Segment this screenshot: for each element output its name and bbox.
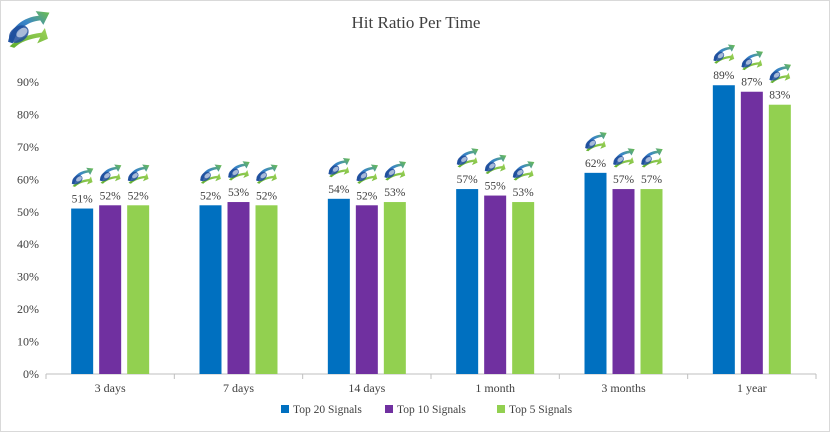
y-tick-label: 80%: [17, 107, 39, 121]
x-tick-label: 1 year: [737, 381, 767, 395]
data-label: 62%: [585, 158, 607, 170]
logo-icon: [70, 167, 94, 187]
data-label: 57%: [613, 174, 635, 186]
logo-icon: [712, 44, 736, 64]
logo-icon: [5, 11, 50, 48]
legend-label: Top 20 Signals: [293, 404, 362, 416]
bar: [127, 205, 150, 374]
bar: [355, 205, 378, 374]
logo-icon: [383, 161, 407, 181]
y-tick-label: 30%: [17, 270, 39, 284]
bar: [512, 202, 535, 374]
bars: [71, 85, 791, 374]
data-label: 54%: [328, 184, 350, 196]
logo-icon: [455, 148, 479, 168]
chart-title: Hit Ratio Per Time: [352, 13, 481, 32]
bar: [71, 208, 94, 374]
bar: [640, 189, 663, 374]
y-tick-label: 40%: [17, 237, 39, 251]
bar: [740, 91, 763, 374]
y-tick-label: 60%: [17, 172, 39, 186]
logo-icon: [639, 148, 663, 168]
legend-label: Top 10 Signals: [397, 404, 466, 416]
x-axis-ticks: [45, 374, 817, 379]
logo-icon: [483, 154, 507, 174]
data-label: 83%: [769, 90, 791, 102]
bar-logos: [70, 44, 792, 187]
bar: [612, 189, 635, 374]
x-axis-labels: 3 days 7 days 14 days 1 month 3 months 1 year: [95, 381, 767, 395]
y-tick-label: 70%: [17, 140, 39, 154]
logo-icon: [355, 164, 379, 184]
bar: [255, 205, 278, 374]
bar: [227, 202, 250, 374]
logo-icon: [126, 164, 150, 184]
data-label: 52%: [100, 190, 122, 202]
data-label: 53%: [384, 187, 406, 199]
logo-icon: [511, 161, 535, 181]
logo-icon: [98, 164, 122, 184]
bar: [99, 205, 122, 374]
x-tick-label: 7 days: [223, 381, 254, 395]
data-label: 53%: [513, 187, 535, 199]
data-label: 57%: [641, 174, 663, 186]
data-label: 52%: [356, 190, 378, 202]
data-label: 51%: [72, 194, 94, 206]
data-label: 52%: [200, 190, 222, 202]
y-tick-label: 50%: [17, 205, 39, 219]
x-tick-label: 3 months: [601, 381, 646, 395]
legend-swatch: [385, 405, 393, 413]
y-tick-label: 0%: [23, 367, 39, 381]
bar: [199, 205, 222, 374]
y-tick-label: 90%: [17, 75, 39, 89]
logo-icon: [198, 164, 222, 184]
bar: [327, 198, 350, 374]
data-label: 87%: [741, 77, 763, 89]
y-axis: 0% 10% 20% 30% 40% 50% 60% 70% 80% 90%: [17, 75, 39, 381]
logo-icon: [226, 161, 250, 181]
legend: Top 20 Signals Top 10 Signals Top 5 Signal…: [281, 404, 573, 416]
logo-icon: [583, 132, 607, 152]
data-labels: 51% 52% 52% 52% 53% 52% 54% 52% 53% 57% 55% 53% 62% 5…: [72, 70, 791, 205]
y-tick-label: 10%: [17, 335, 39, 349]
logo-icon: [768, 63, 792, 84]
x-tick-label: 14 days: [348, 381, 385, 395]
logo-icon: [611, 148, 635, 168]
logo-icon: [740, 50, 764, 71]
data-label: 52%: [128, 190, 150, 202]
x-tick-label: 1 month: [475, 381, 515, 395]
data-label: 89%: [713, 70, 735, 82]
data-label: 52%: [256, 190, 278, 202]
bar: [768, 104, 791, 374]
x-tick-label: 3 days: [95, 381, 126, 395]
data-label: 53%: [228, 187, 250, 199]
logo-icon: [254, 164, 278, 184]
bar: [456, 189, 479, 374]
bar: [712, 85, 735, 374]
legend-swatch: [281, 405, 289, 413]
data-label: 55%: [485, 181, 507, 193]
bar: [584, 172, 607, 374]
legend-label: Top 5 Signals: [509, 404, 573, 416]
data-label: 57%: [457, 174, 479, 186]
bar: [383, 202, 406, 374]
bar: [484, 195, 507, 374]
logo-icon: [327, 158, 351, 178]
legend-swatch: [497, 405, 505, 413]
y-tick-label: 20%: [17, 302, 39, 316]
